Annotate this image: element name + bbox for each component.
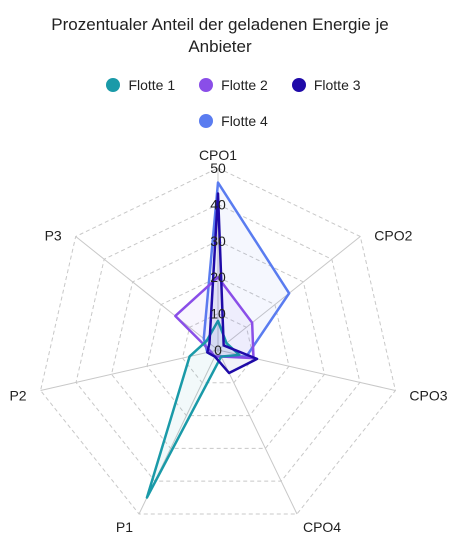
- series-flotte-2: [174, 275, 255, 360]
- axis-label-p1: P1: [116, 519, 133, 535]
- grid-ring-2: [146, 276, 290, 417]
- series-flotte-1: [145, 319, 241, 499]
- legend-label-flotte-3: Flotte 3: [313, 77, 361, 93]
- legend-label-flotte-4: Flotte 4: [221, 113, 268, 129]
- tick-label-10: 10: [210, 306, 226, 322]
- series-flotte-3: [206, 192, 259, 375]
- axis-label-cpo3: CPO3: [409, 387, 447, 403]
- legend-item-flotte-2[interactable]: Flotte 2: [199, 77, 268, 93]
- axis-label-p2: P2: [9, 387, 26, 403]
- grid-ring-4: [75, 203, 361, 482]
- axis-label-cpo2: CPO2: [374, 228, 412, 244]
- axis-label-cpo1: CPO1: [199, 147, 237, 163]
- legend-row-1: Flotte 1 Flotte 2 Flotte 3: [0, 73, 467, 97]
- legend-swatch-flotte-3: [291, 78, 306, 92]
- legend-label-flotte-2: Flotte 2: [221, 77, 268, 93]
- chart-title: Prozentualer Anteil der geladenen Energi…: [51, 15, 389, 56]
- tick-label-0: 0: [214, 342, 222, 358]
- legend-swatch-flotte-1: [106, 78, 121, 92]
- spoke-p3: [75, 236, 219, 351]
- tick-label-50: 50: [210, 160, 226, 176]
- legend-swatch-flotte-4: [199, 114, 214, 128]
- tick-label-20: 20: [210, 269, 226, 285]
- tick-label-40: 40: [210, 196, 226, 212]
- spoke-cpo4: [217, 349, 298, 515]
- legend-item-flotte-1[interactable]: Flotte 1: [106, 77, 175, 93]
- grid-ring-3: [110, 240, 326, 449]
- legend-item-flotte-4[interactable]: Flotte 4: [199, 113, 268, 129]
- legend-swatch-flotte-2: [199, 78, 214, 92]
- legend-label-flotte-1: Flotte 1: [128, 77, 176, 93]
- grid-ring-1: [181, 313, 255, 384]
- legend-row-2: Flotte 4: [0, 109, 467, 133]
- axis-label-cpo4: CPO4: [303, 519, 341, 535]
- legend: Flotte 1 Flotte 2 Flotte 3 Flotte 4: [0, 73, 467, 145]
- tick-label-30: 30: [210, 233, 226, 249]
- grid-ring-5: [40, 167, 396, 515]
- axis-label-p3: P3: [45, 228, 62, 244]
- legend-item-flotte-3[interactable]: Flotte 3: [291, 77, 361, 93]
